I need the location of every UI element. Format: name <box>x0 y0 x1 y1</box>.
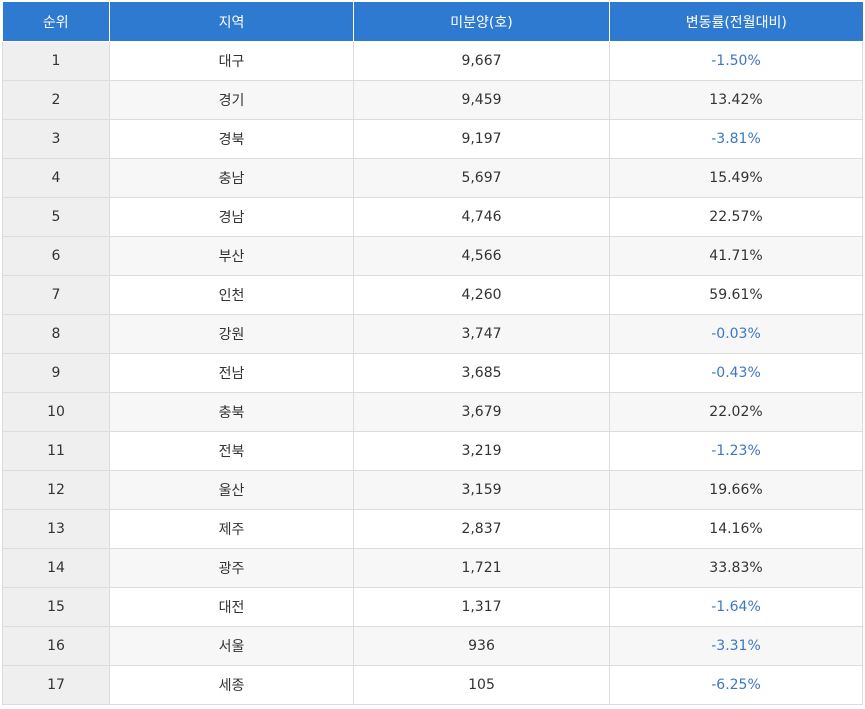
region-cell: 세종 <box>109 665 354 705</box>
unsold-cell: 9,667 <box>353 41 610 81</box>
change-cell: 15.49% <box>609 158 863 198</box>
region-cell: 제주 <box>109 509 354 549</box>
unsold-cell: 3,747 <box>353 314 610 354</box>
region-cell: 강원 <box>109 314 354 354</box>
header-region: 지역 <box>109 2 354 42</box>
change-cell: 41.71% <box>609 236 863 276</box>
table-row: 1 대구 9,667 -1.50% <box>2 41 863 81</box>
rank-cell: 9 <box>2 353 110 393</box>
region-cell: 광주 <box>109 548 354 588</box>
unsold-cell: 2,837 <box>353 509 610 549</box>
rank-cell: 10 <box>2 392 110 432</box>
table-row: 12 울산 3,159 19.66% <box>2 470 863 510</box>
change-cell: -1.50% <box>609 41 863 81</box>
region-cell: 충북 <box>109 392 354 432</box>
table-row: 8 강원 3,747 -0.03% <box>2 314 863 354</box>
change-cell: -1.64% <box>609 587 863 627</box>
table-row: 2 경기 9,459 13.42% <box>2 80 863 120</box>
table-row: 7 인천 4,260 59.61% <box>2 275 863 315</box>
unsold-cell: 9,197 <box>353 119 610 159</box>
change-cell: 22.02% <box>609 392 863 432</box>
rank-cell: 15 <box>2 587 110 627</box>
rank-cell: 14 <box>2 548 110 588</box>
table-row: 4 충남 5,697 15.49% <box>2 158 863 198</box>
change-cell: -0.03% <box>609 314 863 354</box>
region-cell: 경남 <box>109 197 354 237</box>
table-header: 순위 지역 미분양(호) 변동률(전월대비) <box>2 2 863 42</box>
unsold-cell: 3,159 <box>353 470 610 510</box>
rank-cell: 5 <box>2 197 110 237</box>
region-cell: 경기 <box>109 80 354 120</box>
table-row: 13 제주 2,837 14.16% <box>2 509 863 549</box>
region-cell: 인천 <box>109 275 354 315</box>
rank-cell: 7 <box>2 275 110 315</box>
header-change: 변동률(전월대비) <box>609 2 863 42</box>
region-cell: 전북 <box>109 431 354 471</box>
unsold-cell: 3,679 <box>353 392 610 432</box>
region-cell: 충남 <box>109 158 354 198</box>
change-cell: -0.43% <box>609 353 863 393</box>
region-cell: 전남 <box>109 353 354 393</box>
table-body: 1 대구 9,667 -1.50% 2 경기 9,459 13.42% 3 경북 9,197 -3.8… <box>2 41 863 705</box>
table-row: 5 경남 4,746 22.57% <box>2 197 863 237</box>
unsold-cell: 1,317 <box>353 587 610 627</box>
rank-cell: 13 <box>2 509 110 549</box>
region-cell: 경북 <box>109 119 354 159</box>
rank-cell: 11 <box>2 431 110 471</box>
rank-cell: 1 <box>2 41 110 81</box>
table-row: 11 전북 3,219 -1.23% <box>2 431 863 471</box>
header-row: 순위 지역 미분양(호) 변동률(전월대비) <box>2 2 863 42</box>
region-cell: 대구 <box>109 41 354 81</box>
unsold-cell: 9,459 <box>353 80 610 120</box>
table-row: 16 서울 936 -3.31% <box>2 626 863 666</box>
rank-cell: 8 <box>2 314 110 354</box>
change-cell: -3.31% <box>609 626 863 666</box>
unsold-cell: 1,721 <box>353 548 610 588</box>
region-cell: 대전 <box>109 587 354 627</box>
table-row: 9 전남 3,685 -0.43% <box>2 353 863 393</box>
change-cell: -1.23% <box>609 431 863 471</box>
unsold-cell: 4,746 <box>353 197 610 237</box>
rank-cell: 6 <box>2 236 110 276</box>
table-row: 10 충북 3,679 22.02% <box>2 392 863 432</box>
header-rank: 순위 <box>2 2 110 42</box>
change-cell: 59.61% <box>609 275 863 315</box>
unsold-cell: 5,697 <box>353 158 610 198</box>
change-cell: 14.16% <box>609 509 863 549</box>
change-cell: 13.42% <box>609 80 863 120</box>
table-row: 14 광주 1,721 33.83% <box>2 548 863 588</box>
change-cell: -3.81% <box>609 119 863 159</box>
change-cell: 22.57% <box>609 197 863 237</box>
rank-cell: 2 <box>2 80 110 120</box>
unsold-cell: 4,260 <box>353 275 610 315</box>
change-cell: 33.83% <box>609 548 863 588</box>
rank-cell: 4 <box>2 158 110 198</box>
table-row: 6 부산 4,566 41.71% <box>2 236 863 276</box>
rank-cell: 3 <box>2 119 110 159</box>
region-cell: 서울 <box>109 626 354 666</box>
rank-cell: 16 <box>2 626 110 666</box>
table-row: 3 경북 9,197 -3.81% <box>2 119 863 159</box>
unsold-cell: 936 <box>353 626 610 666</box>
region-cell: 울산 <box>109 470 354 510</box>
table-row: 15 대전 1,317 -1.64% <box>2 587 863 627</box>
unsold-cell: 3,219 <box>353 431 610 471</box>
rank-cell: 12 <box>2 470 110 510</box>
unsold-cell: 3,685 <box>353 353 610 393</box>
unsold-cell: 4,566 <box>353 236 610 276</box>
change-cell: -6.25% <box>609 665 863 705</box>
region-cell: 부산 <box>109 236 354 276</box>
rank-cell: 17 <box>2 665 110 705</box>
change-cell: 19.66% <box>609 470 863 510</box>
header-unsold: 미분양(호) <box>353 2 610 42</box>
unsold-cell: 105 <box>353 665 610 705</box>
table-row: 17 세종 105 -6.25% <box>2 665 863 705</box>
